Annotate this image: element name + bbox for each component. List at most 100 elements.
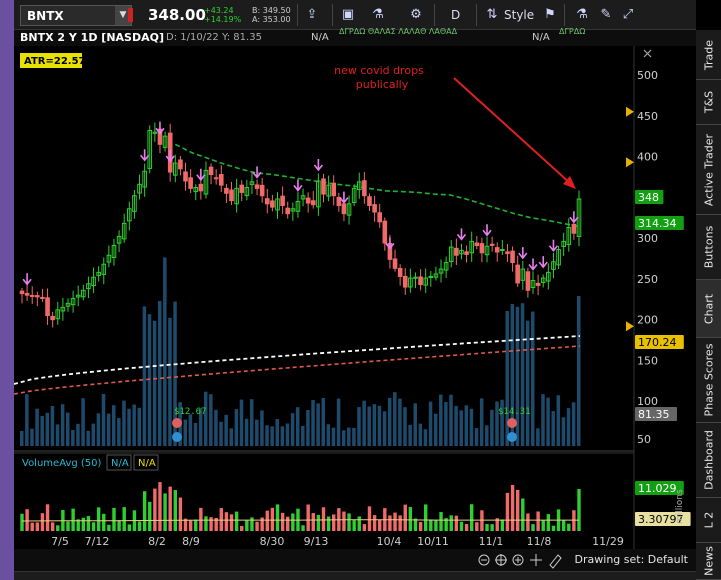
volume-bar: [520, 303, 525, 446]
style-button[interactable]: Style: [504, 8, 535, 22]
time-axis[interactable]: 7/5 7/12 8/2 8/9 8/30 9/13 10/4 10/11 11/1 11/8 11…: [51, 535, 624, 548]
symbol-link-flag[interactable]: [128, 8, 133, 22]
volume-avg-bar: [367, 506, 372, 531]
candle-body: [96, 271, 101, 276]
volume-bar: [301, 425, 305, 446]
zoom-out-icon[interactable]: [478, 554, 490, 566]
style-icon[interactable]: ⇅: [486, 7, 498, 22]
volume-bar: [505, 310, 509, 446]
tab-active-trader[interactable]: Active Trader: [696, 125, 721, 215]
candle-body: [254, 184, 260, 189]
axis-marker: [626, 106, 634, 117]
volume-bar: [454, 406, 458, 446]
candle-body: [500, 249, 505, 252]
chevron-down-icon[interactable]: ▼: [115, 6, 131, 25]
candle-body: [423, 277, 428, 286]
candle-body: [546, 271, 551, 282]
dividend-icon[interactable]: [172, 432, 182, 442]
volume-na-box: [106, 454, 132, 471]
drawing-icon[interactable]: ✎: [600, 7, 612, 22]
price-tick-label: 500: [637, 69, 658, 82]
header-study-text: ΔΓΡΔΩ ΘΑΛΑΣ ΛΑΛΑΘ ΛΑΘΑΔ: [339, 27, 458, 36]
candle-body: [295, 200, 301, 212]
volume-bar: [428, 401, 433, 446]
volume-avg-bar: [71, 508, 75, 531]
badge-ma_orange-text: 170.24: [638, 336, 677, 349]
candle-body: [218, 174, 224, 186]
crosshair-icon[interactable]: [495, 554, 507, 566]
candle-body: [413, 276, 418, 279]
aggregation-button[interactable]: D: [451, 8, 461, 22]
header-study-text-2: ΔΓΡΔΩ: [559, 27, 586, 36]
candle-body: [305, 197, 311, 204]
chart-title[interactable]: BNTX 2 Y 1D [NASDAQ]: [20, 31, 164, 44]
candle-body: [428, 275, 434, 278]
candle-body: [377, 212, 383, 223]
price-axis[interactable]: 50045040035030025020015010050: [626, 69, 658, 446]
dividend-icon[interactable]: [507, 432, 517, 442]
volume-bar: [387, 397, 392, 446]
candle-body: [290, 208, 296, 212]
candle-body: [331, 182, 337, 197]
candle-body: [310, 200, 316, 206]
tab-label: Dashboard: [702, 430, 715, 490]
tab-buttons[interactable]: Buttons: [696, 215, 721, 280]
volume-bar: [152, 320, 157, 446]
pencil-icon[interactable]: [549, 554, 562, 569]
volume-bar: [280, 426, 285, 446]
earnings-icon[interactable]: [172, 418, 182, 428]
volume-avg-bar: [423, 504, 428, 531]
volume-study-label[interactable]: VolumeAvg (50): [22, 458, 102, 469]
volume-avg-bar: [194, 519, 198, 531]
volume-bar: [111, 405, 116, 446]
change-percent: +14.19%: [204, 15, 242, 24]
chart-bottom-bar: Drawing set: Default: [14, 549, 696, 571]
tab-l-2[interactable]: L 2: [696, 498, 721, 543]
volume-avg-bar: [173, 490, 178, 531]
volume-avg-bar: [153, 488, 157, 531]
toolbar-divider: [434, 4, 435, 26]
earnings-icon[interactable]: [507, 418, 517, 428]
candle-body: [469, 240, 474, 254]
candle-body: [121, 222, 127, 240]
ma-red-line: [14, 345, 581, 395]
symbol-input[interactable]: BNTX: [27, 9, 64, 23]
volume-bar: [541, 394, 545, 446]
event-marker-1[interactable]: $12.67: [172, 407, 207, 442]
volume-avg-bar: [137, 521, 142, 531]
symbol-selector[interactable]: BNTX ▼: [20, 5, 132, 26]
volume-bar: [234, 409, 239, 446]
tab-phase-scores[interactable]: Phase Scores: [696, 338, 721, 423]
volume-avg-bar: [495, 518, 499, 531]
volume-bar: [352, 427, 356, 446]
studies-flask-icon[interactable]: ⚗: [576, 7, 588, 22]
zoom-in-icon[interactable]: [512, 554, 524, 566]
collapse-icon[interactable]: [643, 49, 652, 58]
tab-dashboard[interactable]: Dashboard: [696, 423, 721, 498]
event-marker-2[interactable]: $14.31: [498, 407, 531, 442]
drawing-set-label[interactable]: Drawing set: Default: [574, 553, 688, 566]
volume-avg-bar: [245, 520, 249, 531]
moving-averages: [14, 143, 581, 395]
more-icon[interactable]: ⤢: [622, 7, 634, 22]
candle-body: [505, 251, 510, 255]
tab-news[interactable]: News: [696, 543, 721, 580]
tab-label: L 2: [702, 511, 715, 529]
share-icon[interactable]: ⇪: [306, 7, 318, 22]
tab-trade[interactable]: Trade: [696, 30, 721, 80]
badge-ma_green-text: 314.34: [638, 217, 677, 230]
tab-chart[interactable]: Chart: [696, 280, 721, 338]
chart-canvas[interactable]: ATR=22.57 VolumeAvg (50) N/A N/A 500 450 4…: [14, 46, 696, 549]
candle-body: [275, 198, 280, 211]
pan-icon[interactable]: [530, 554, 542, 566]
candle-body: [464, 251, 469, 255]
annotation-arrow[interactable]: [453, 77, 576, 189]
candle-body: [397, 267, 403, 277]
layout-icon[interactable]: ▣: [341, 7, 355, 22]
studies-icon[interactable]: ⚗: [372, 7, 384, 22]
flag-icon[interactable]: ⚑: [544, 7, 556, 22]
volume-bar: [469, 408, 474, 446]
tab-t-s[interactable]: T&S: [696, 80, 721, 125]
volume-bar: [449, 394, 453, 446]
gear-icon[interactable]: ⚙: [410, 7, 422, 22]
